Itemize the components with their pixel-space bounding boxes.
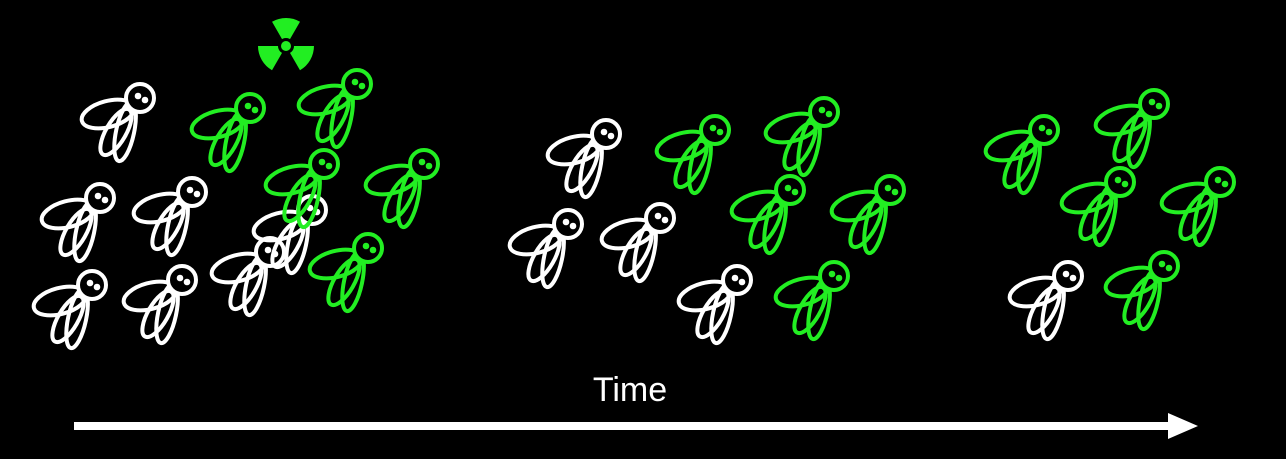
normal-fly-icon: [128, 176, 208, 259]
mutant-fly-icon: [293, 68, 373, 151]
normal-fly-icon: [36, 182, 116, 265]
normal-fly-icon: [118, 264, 198, 347]
mutant-fly-icon: [186, 92, 266, 175]
mutant-fly-icon: [726, 174, 806, 257]
normal-fly-icon: [542, 118, 622, 201]
fly-populations: [28, 68, 1236, 352]
mutant-fly-icon: [980, 114, 1060, 197]
mutant-fly-icon: [260, 148, 340, 231]
normal-fly-icon: [673, 264, 753, 347]
mutant-fly-icon: [651, 114, 731, 197]
generation-1: [28, 68, 440, 352]
time-label: Time: [592, 371, 668, 409]
mutant-fly-icon: [304, 232, 384, 315]
mutant-fly-icon: [826, 174, 906, 257]
mutant-fly-icon: [1056, 166, 1136, 249]
normal-fly-icon: [596, 202, 676, 285]
mutant-fly-icon: [360, 148, 440, 231]
normal-fly-icon: [504, 208, 584, 291]
mutant-fly-icon: [770, 260, 850, 343]
mutant-fly-icon: [1156, 166, 1236, 249]
normal-fly-icon: [1004, 260, 1084, 343]
time-arrow: [74, 413, 1198, 439]
mutant-fly-icon: [1100, 250, 1180, 333]
radiation-icon: [258, 18, 314, 71]
mutant-fly-icon: [760, 96, 840, 179]
mutant-fly-icon: [1090, 88, 1170, 171]
normal-fly-icon: [28, 269, 108, 352]
generation-3: [980, 88, 1236, 343]
generation-2: [504, 96, 906, 347]
normal-fly-icon: [76, 82, 156, 165]
